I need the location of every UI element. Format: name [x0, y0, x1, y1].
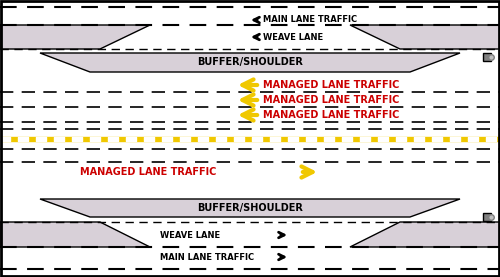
Polygon shape — [0, 222, 150, 247]
Text: MANAGED LANE TRAFFIC: MANAGED LANE TRAFFIC — [263, 80, 400, 90]
Text: WEAVE LANE: WEAVE LANE — [263, 32, 323, 42]
Polygon shape — [40, 53, 460, 72]
Text: MANAGED LANE TRAFFIC: MANAGED LANE TRAFFIC — [263, 95, 400, 105]
Polygon shape — [350, 222, 500, 247]
Text: BUFFER/SHOULDER: BUFFER/SHOULDER — [197, 203, 303, 213]
Text: WEAVE LANE: WEAVE LANE — [160, 230, 220, 240]
Text: MANAGED LANE TRAFFIC: MANAGED LANE TRAFFIC — [80, 167, 216, 177]
Text: BUFFER/SHOULDER: BUFFER/SHOULDER — [197, 58, 303, 68]
Text: MANAGED LANE TRAFFIC: MANAGED LANE TRAFFIC — [263, 110, 400, 120]
Polygon shape — [40, 199, 460, 217]
Polygon shape — [0, 25, 150, 49]
Text: MAIN LANE TRAFFIC: MAIN LANE TRAFFIC — [160, 253, 254, 261]
Polygon shape — [350, 25, 500, 49]
Text: MAIN LANE TRAFFIC: MAIN LANE TRAFFIC — [263, 16, 357, 24]
